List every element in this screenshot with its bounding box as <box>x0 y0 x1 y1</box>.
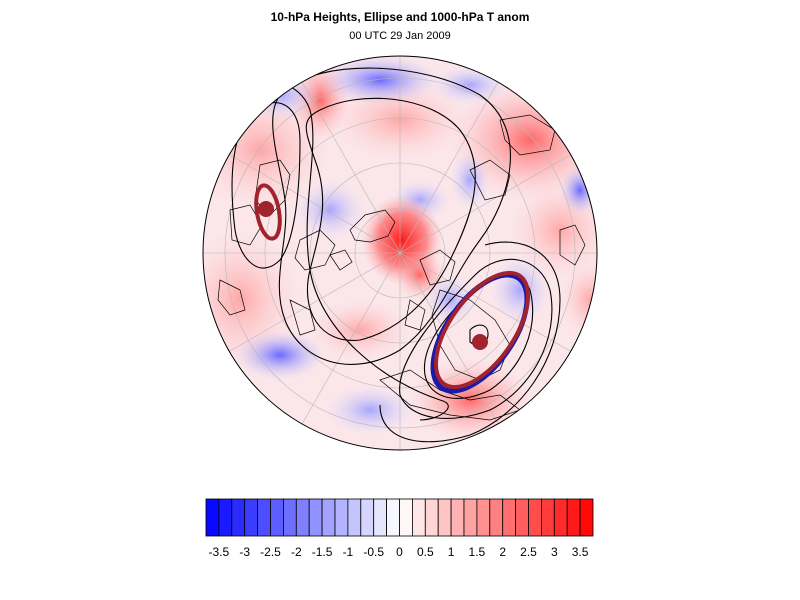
colorbar-box <box>270 498 284 537</box>
colorbar-box <box>386 498 400 537</box>
colorbar-box <box>321 498 336 537</box>
colorbar-box <box>282 498 297 537</box>
colorbar-box <box>450 498 465 537</box>
colorbar-box <box>489 498 504 537</box>
colorbar-box <box>424 498 439 537</box>
colorbar-tick-label: 2.5 <box>520 545 537 559</box>
colorbar-box <box>566 498 581 537</box>
colorbar-tick-label: 0.5 <box>417 545 434 559</box>
colorbar-box <box>218 498 233 537</box>
colorbar-tick-label: -0.5 <box>363 545 384 559</box>
ellipse-left <box>254 183 282 241</box>
colorbar-box <box>257 498 271 537</box>
colorbar-tick-label: -3.5 <box>209 545 230 559</box>
height-contours <box>224 67 561 443</box>
colorbar-boxes <box>205 498 594 537</box>
colorbar-box <box>515 498 529 537</box>
globe-outline <box>202 55 598 451</box>
colorbar-box <box>399 498 413 537</box>
colorbar-box <box>373 498 388 537</box>
map-subtitle: 00 UTC 29 Jan 2009 <box>349 30 451 42</box>
colorbar-box <box>528 498 542 537</box>
colorbar-box <box>334 498 349 537</box>
colorbar-box <box>502 498 517 537</box>
coastlines <box>217 114 586 421</box>
colorbar-box <box>308 498 323 537</box>
colorbar-tick-label: 2 <box>499 545 506 559</box>
colorbar-box <box>411 498 426 537</box>
colorbar-box <box>295 498 310 537</box>
ellipse-right <box>430 270 531 394</box>
colorbar-box <box>347 498 362 537</box>
colorbar-tick-label: -2.5 <box>260 545 281 559</box>
temperature-anomaly-field <box>203 56 597 450</box>
colorbar-box <box>579 498 594 537</box>
map-title: 10-hPa Heights, Ellipse and 1000-hPa T a… <box>270 10 530 24</box>
colorbar-tick-label: 1 <box>448 545 455 559</box>
colorbar-box <box>553 498 568 537</box>
colorbar-tick-label: -1.5 <box>312 545 333 559</box>
colorbar-box <box>231 498 246 537</box>
colorbar-tick-label: 1.5 <box>469 545 486 559</box>
colorbar-tick-label: -2 <box>291 545 302 559</box>
colorbar-tick-label: 0 <box>396 545 403 559</box>
colorbar-box <box>476 498 491 537</box>
colorbar-box <box>437 498 452 537</box>
colorbar-tick-label: 3.5 <box>572 545 589 559</box>
colorbar-tick-label: 3 <box>551 545 558 559</box>
colorbar-tick-label: -1 <box>343 545 354 559</box>
colorbar-box <box>541 498 555 537</box>
colorbar-tick-label: -3 <box>239 545 250 559</box>
colorbar-box <box>463 498 478 537</box>
colorbar-labels: -3.5 -3 -2.5 -2 -1.5 -1 -0.5 0 0.5 1 1.5 2 2.5 3 3.5 <box>209 545 589 559</box>
colorbar-box <box>244 498 258 537</box>
colorbar-box <box>205 498 220 537</box>
colorbar-box <box>360 498 375 537</box>
